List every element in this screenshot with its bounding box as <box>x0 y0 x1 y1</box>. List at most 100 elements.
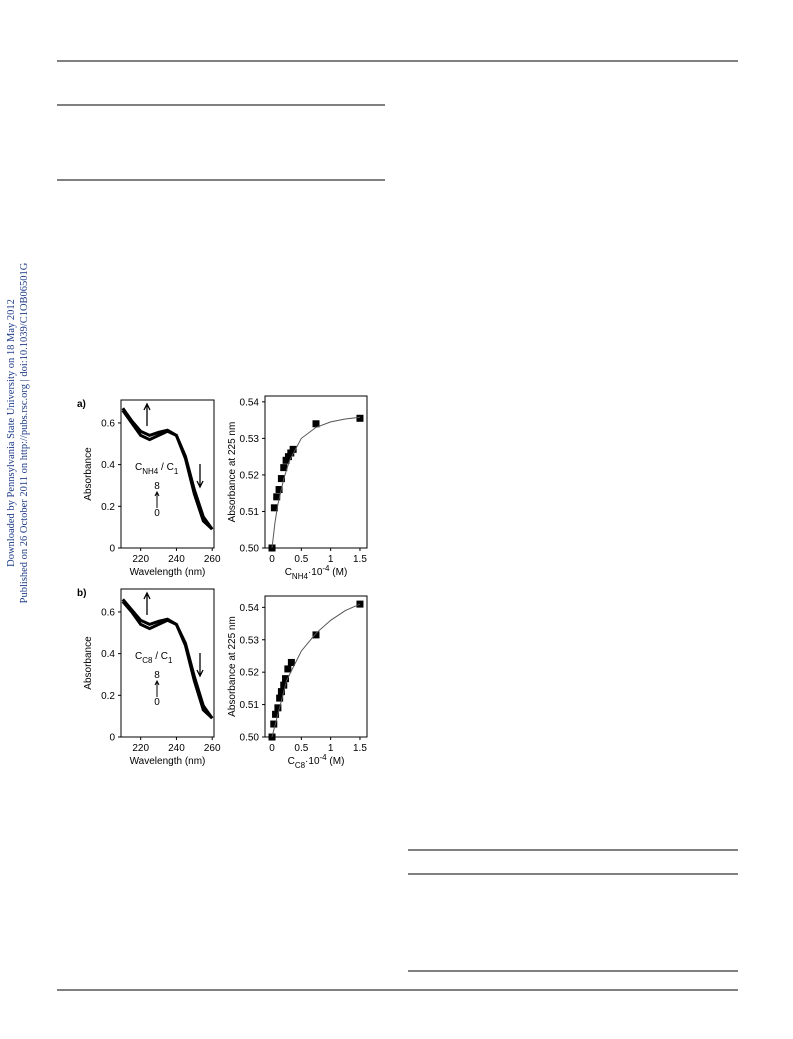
y-tick-label: 0.52 <box>240 470 260 481</box>
x-axis-label: CC8·10-4 (M) <box>288 753 345 770</box>
range-label: 0 <box>154 508 160 519</box>
y-tick-label: 0.4 <box>101 649 115 660</box>
x-tick-label: 220 <box>132 743 149 754</box>
x-tick-label: 0 <box>269 743 275 754</box>
text-part: NH4 <box>292 572 309 581</box>
x-tick-label: 260 <box>204 743 221 754</box>
text-part: ·10 <box>308 567 323 578</box>
text-part: C8 <box>295 761 306 770</box>
data-point <box>274 704 282 712</box>
y-tick-label: 0.51 <box>240 507 260 518</box>
data-point <box>356 414 364 422</box>
spectrum-line <box>121 407 214 531</box>
arrow <box>143 402 151 426</box>
plot-frame <box>120 399 215 549</box>
range-label: 0 <box>154 697 160 708</box>
data-point <box>277 688 285 696</box>
text-part: C <box>288 756 295 767</box>
y-tick-label: 0.50 <box>240 733 260 744</box>
x-axis-label: Wavelength (nm) <box>130 756 206 767</box>
y-tick-label: 0.54 <box>240 397 260 408</box>
text-part: 1 <box>174 467 179 476</box>
data-point <box>282 675 290 683</box>
y-tick-label: 0.54 <box>240 603 260 614</box>
y-tick-label: 0.53 <box>240 635 260 646</box>
fit-line <box>271 416 361 549</box>
data-point <box>284 453 292 461</box>
data-point <box>287 658 295 666</box>
text-part: NH4 <box>142 467 159 476</box>
x-tick-label: 0 <box>269 554 275 565</box>
data-point <box>282 456 290 464</box>
text-part: / C <box>152 651 168 662</box>
legend-title: CNH4 / C1 <box>135 462 179 476</box>
y-tick-label: 0.53 <box>240 434 260 445</box>
x-tick-label: 240 <box>168 554 185 565</box>
text-part: C8 <box>142 656 153 665</box>
arrow <box>143 591 151 615</box>
arrow <box>154 490 160 508</box>
text-part: C <box>285 567 292 578</box>
x-tick-label: 240 <box>168 743 185 754</box>
y-axis-label: Absorbance <box>83 447 94 501</box>
x-axis-label: CNH4·10-4 (M) <box>285 564 348 581</box>
arrow <box>154 679 160 697</box>
text-part: -4 <box>320 753 328 762</box>
x-tick-label: 1.5 <box>353 554 367 565</box>
x-tick-label: 1 <box>328 743 334 754</box>
data-point <box>272 710 280 718</box>
x-axis-label: Wavelength (nm) <box>130 567 206 578</box>
fit-line <box>271 603 361 738</box>
data-point <box>276 694 284 702</box>
y-tick-label: 0.51 <box>240 700 260 711</box>
panel-label: b) <box>77 588 86 599</box>
text-part: ·10 <box>305 756 320 767</box>
x-tick-label: 1.5 <box>353 743 367 754</box>
y-axis-label: Absorbance at 225 nm <box>227 616 238 717</box>
plot-frame <box>264 395 368 549</box>
y-axis-label: Absorbance at 225 nm <box>227 422 238 523</box>
watermark: Published on 26 October 2011 on http://p… <box>19 262 30 603</box>
y-tick-label: 0.2 <box>101 691 115 702</box>
y-tick-label: 0 <box>109 733 115 744</box>
plot-frame <box>120 588 215 738</box>
y-tick-label: 0.2 <box>101 502 115 513</box>
data-point <box>280 464 288 472</box>
data-point <box>273 493 281 501</box>
x-tick-label: 220 <box>132 554 149 565</box>
x-tick-label: 260 <box>204 554 221 565</box>
text-part: 1 <box>168 656 173 665</box>
data-point <box>287 449 295 457</box>
text-part: C <box>135 651 142 662</box>
text-part: / C <box>158 462 174 473</box>
panel-label: a) <box>77 399 86 410</box>
data-point <box>284 665 292 673</box>
data-point <box>270 720 278 728</box>
text-part: (M) <box>330 567 348 578</box>
y-tick-label: 0.6 <box>101 607 115 618</box>
y-tick-label: 0.4 <box>101 460 115 471</box>
spectrum-line <box>121 598 214 720</box>
data-point <box>312 631 320 639</box>
data-point <box>277 475 285 483</box>
data-point <box>280 681 288 689</box>
text-part: (M) <box>327 756 345 767</box>
y-axis-label: Absorbance <box>83 636 94 690</box>
text-part: C <box>135 462 142 473</box>
data-point <box>312 420 320 428</box>
y-tick-label: 0.6 <box>101 418 115 429</box>
legend-title: CC8 / C1 <box>135 651 173 665</box>
x-tick-label: 0.5 <box>294 743 308 754</box>
y-tick-label: 0.52 <box>240 668 260 679</box>
data-point <box>289 445 297 453</box>
y-tick-label: 0 <box>109 544 115 555</box>
x-tick-label: 1 <box>328 554 334 565</box>
plot-frame <box>264 595 368 738</box>
data-point <box>275 486 283 494</box>
text-part: -4 <box>322 564 330 573</box>
y-tick-label: 0.50 <box>240 544 260 555</box>
x-tick-label: 0.5 <box>294 554 308 565</box>
data-point <box>270 504 278 512</box>
